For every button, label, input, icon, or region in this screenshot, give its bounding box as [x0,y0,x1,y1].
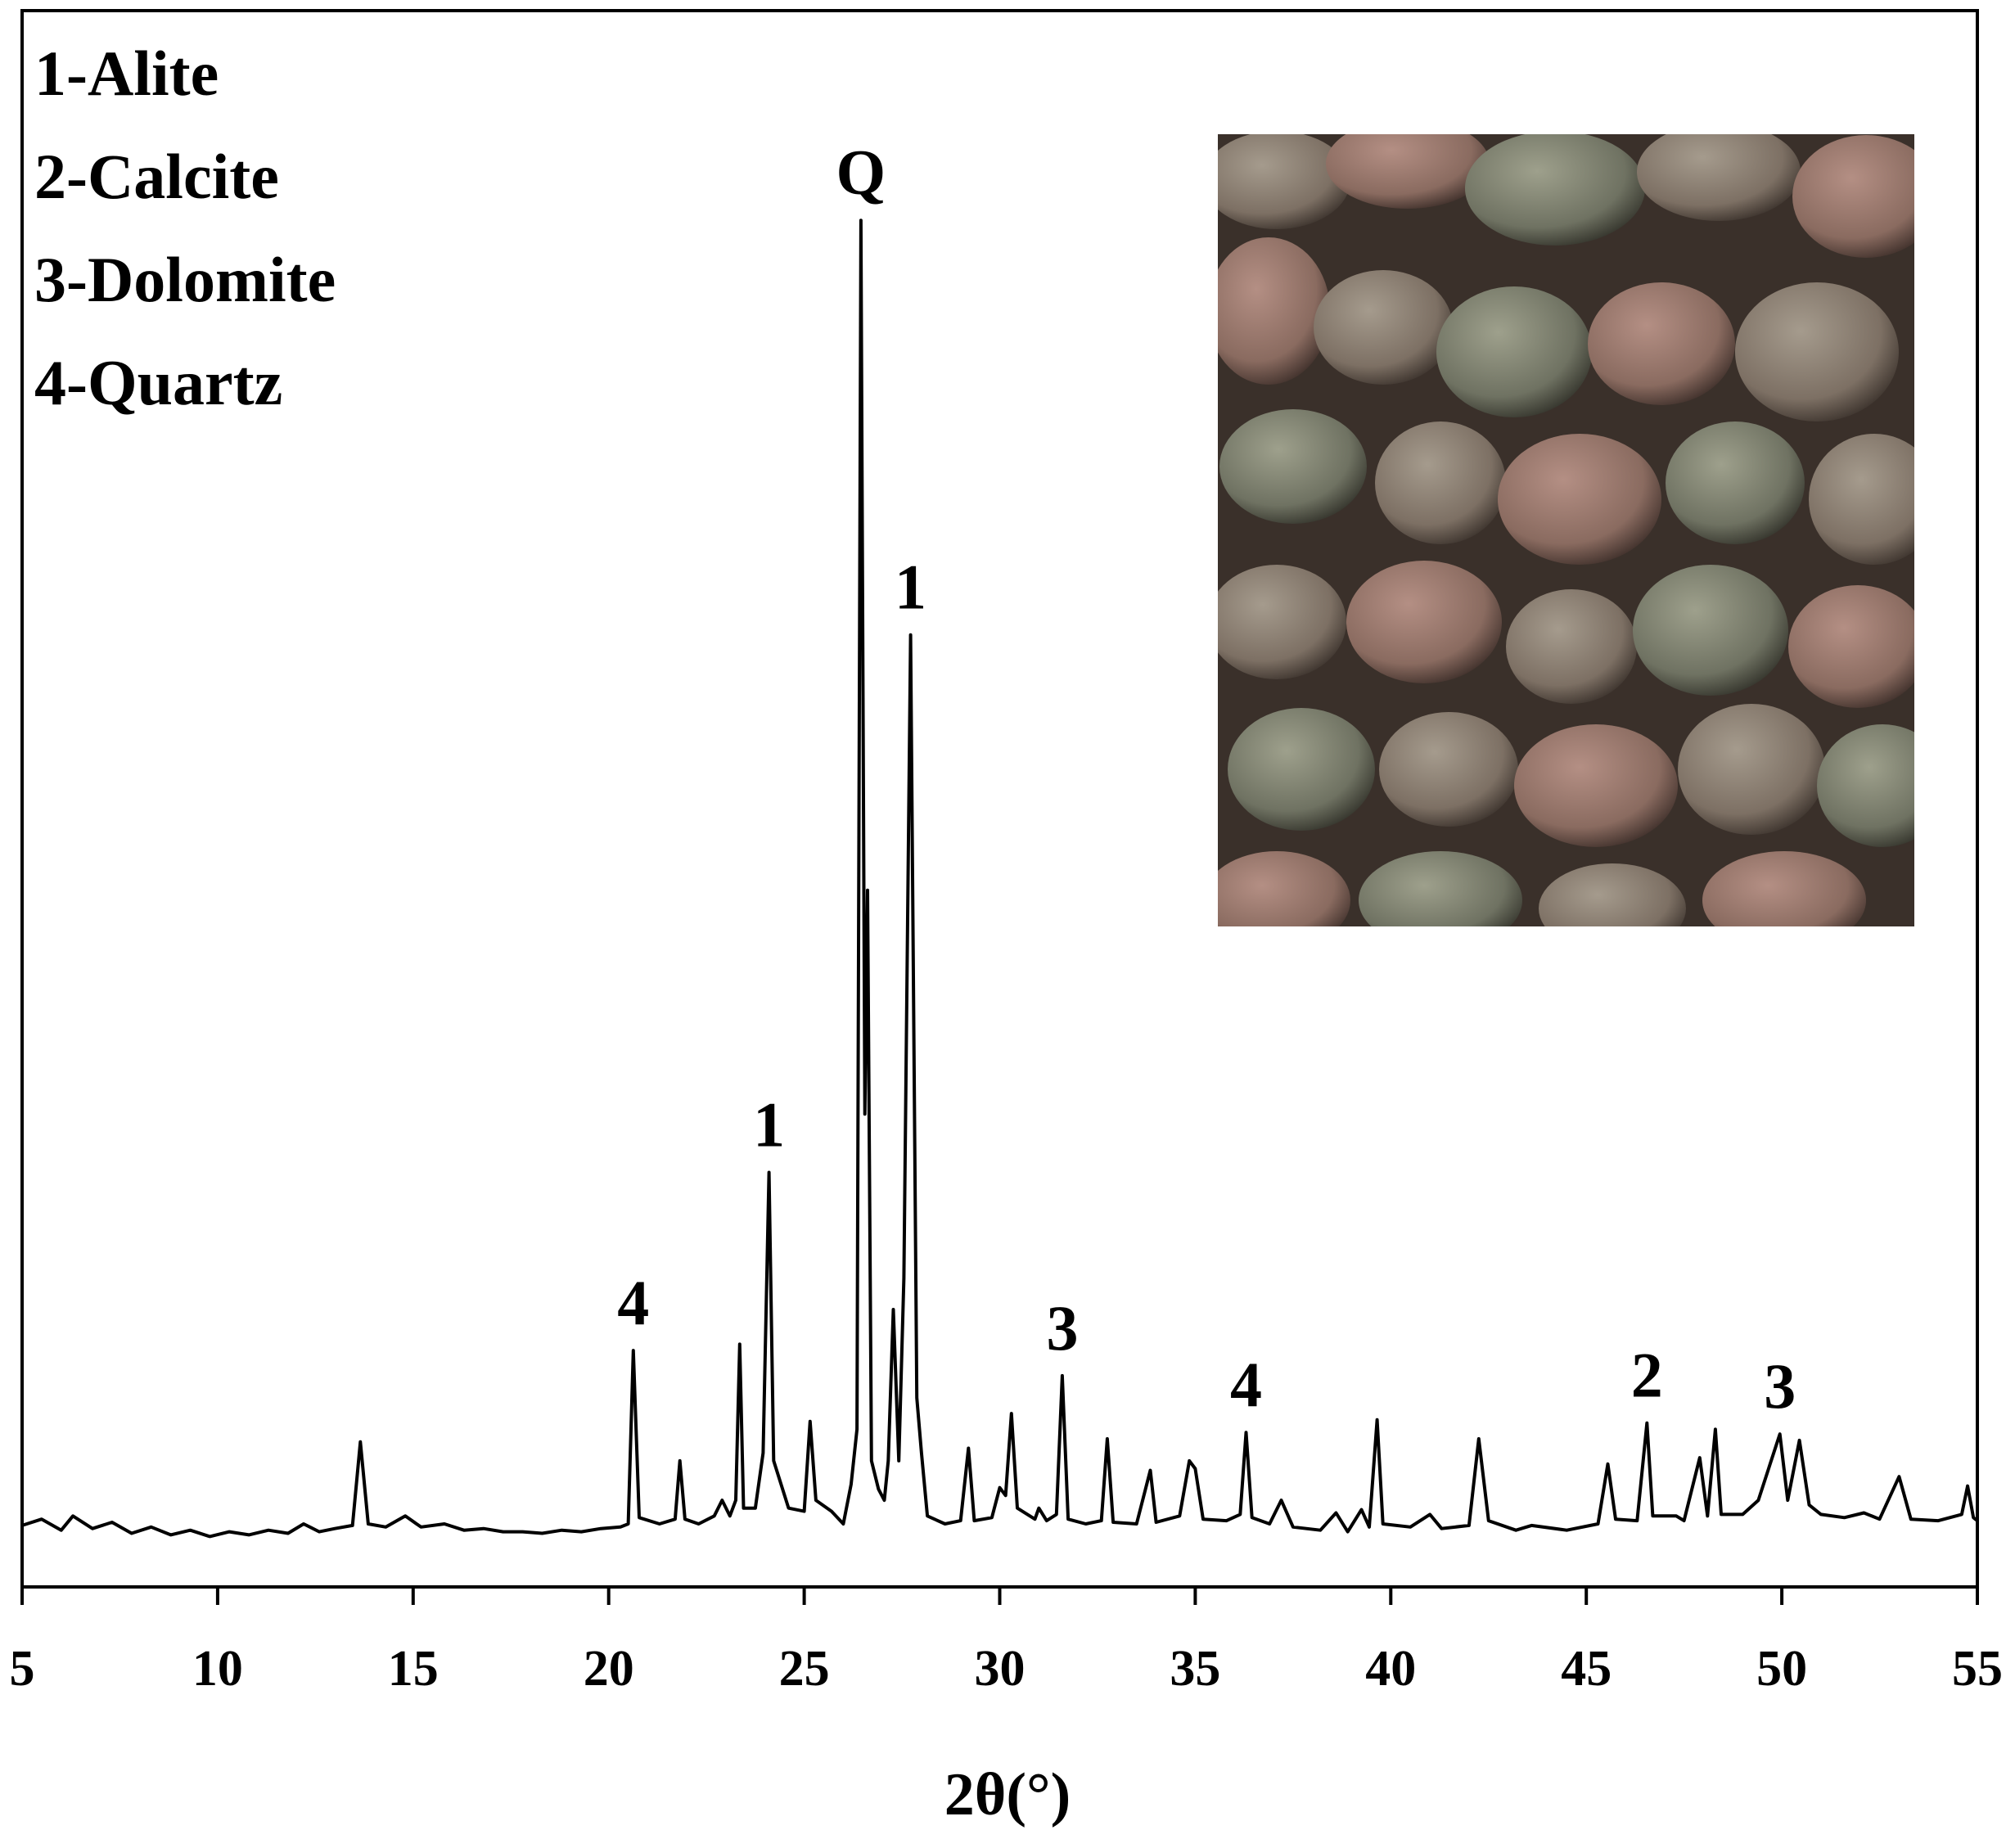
peak-label: Q [836,137,886,208]
peak-label: 1 [895,552,926,623]
x-tick-label: 35 [1170,1641,1220,1697]
peak-label: 4 [1230,1349,1262,1420]
peak-label: 3 [1764,1350,1796,1422]
inset-photo [1218,134,1914,926]
xrd-pattern [21,219,1979,1539]
legend-text: 1-Alite [34,38,219,109]
x-tick-label: 45 [1561,1641,1612,1697]
peak-label: 2 [1631,1340,1663,1411]
x-tick-label: 15 [388,1641,439,1697]
x-tick-label: 55 [1952,1641,2003,1697]
x-tick-label: 20 [584,1641,634,1697]
x-tick-label: 25 [779,1641,830,1697]
x-axis-title: 2θ(°) [944,1761,1071,1828]
legend-text: 4-Quartz [34,347,282,418]
legend-text: 3-Dolomite [34,244,336,315]
peak-label: 1 [753,1089,785,1160]
x-tick-label: 5 [10,1641,35,1697]
peak-label: 4 [617,1267,649,1338]
x-tick-label: 30 [975,1641,1026,1697]
x-tick-label: 50 [1756,1641,1807,1697]
x-tick-label: 40 [1365,1641,1416,1697]
x-tick-label: 10 [192,1641,243,1697]
peak-label: 3 [1046,1292,1078,1363]
legend-text: 2-Calcite [34,141,279,212]
